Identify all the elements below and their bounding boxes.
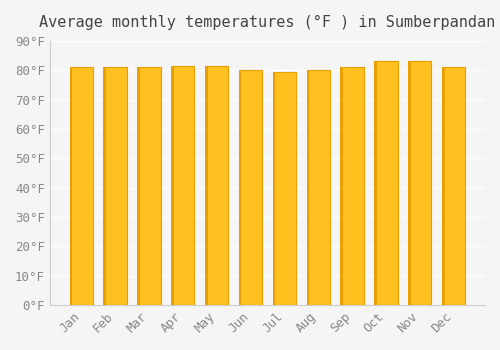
Bar	[442, 67, 444, 305]
Bar	[71, 67, 93, 305]
Bar	[443, 67, 465, 305]
Bar	[70, 67, 72, 305]
Bar	[408, 62, 410, 305]
Bar	[104, 67, 106, 305]
Bar	[306, 70, 309, 305]
Bar	[172, 66, 195, 305]
Bar	[342, 67, 363, 305]
Bar	[138, 67, 140, 305]
Bar	[410, 62, 432, 305]
Bar	[340, 67, 343, 305]
Bar	[239, 70, 242, 305]
Bar	[171, 66, 174, 305]
Bar	[206, 66, 229, 305]
Bar	[308, 70, 330, 305]
Bar	[138, 67, 160, 305]
Bar	[274, 72, 296, 305]
Bar	[374, 62, 377, 305]
Bar	[376, 62, 398, 305]
Bar	[272, 72, 276, 305]
Title: Average monthly temperatures (°F ) in Sumberpandan: Average monthly temperatures (°F ) in Su…	[40, 15, 496, 30]
Bar	[205, 66, 208, 305]
Bar	[240, 70, 262, 305]
Bar	[105, 67, 127, 305]
